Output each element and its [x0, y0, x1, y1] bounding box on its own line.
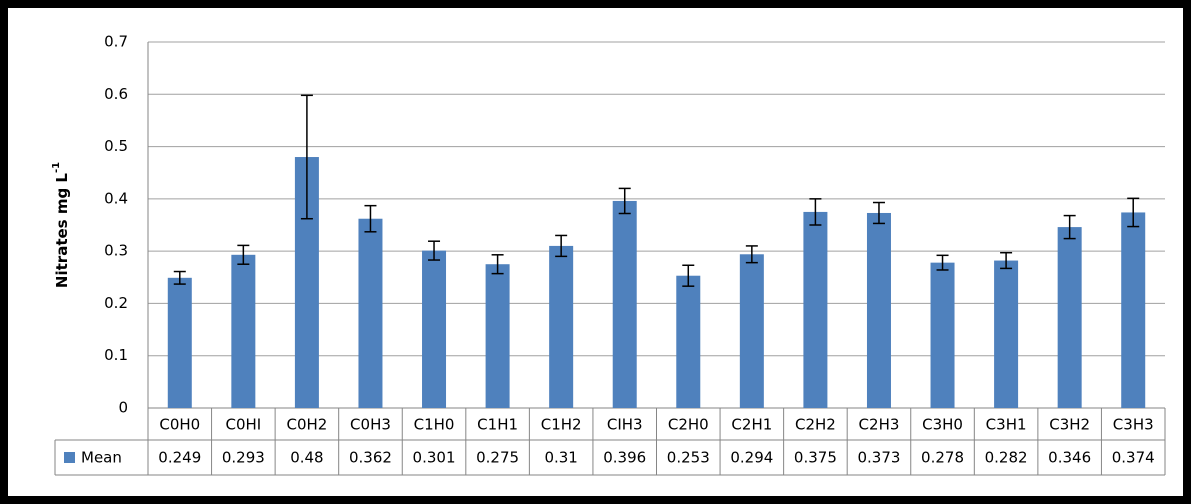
table-value: 0.278 — [921, 449, 964, 467]
y-tick-label: 0.3 — [104, 242, 128, 260]
x-tick-label: C0H0 — [159, 416, 200, 434]
x-tick-label: C1H2 — [541, 416, 582, 434]
bar — [422, 250, 447, 408]
x-tick-label: C1H1 — [477, 416, 518, 434]
table-value: 0.362 — [349, 449, 392, 467]
table-value: 0.346 — [1048, 449, 1091, 467]
y-tick-label: 0.2 — [104, 294, 128, 312]
bar — [612, 200, 637, 408]
bar — [549, 245, 574, 408]
table-value: 0.373 — [857, 449, 900, 467]
bar — [866, 212, 891, 408]
legend-swatch — [64, 452, 75, 463]
table-value: 0.375 — [794, 449, 837, 467]
y-tick-label: 0.4 — [104, 189, 128, 207]
table-value: 0.374 — [1112, 449, 1155, 467]
table-value: 0.301 — [413, 449, 456, 467]
x-tick-label: C2H2 — [795, 416, 836, 434]
bar — [485, 264, 510, 408]
x-tick-label: C2H3 — [859, 416, 900, 434]
bar — [739, 254, 764, 408]
table-value: 0.275 — [476, 449, 519, 467]
bar — [676, 275, 701, 408]
y-axis-label-sup: -1 — [51, 162, 62, 173]
y-axis-label-text: Nitrates mg L — [53, 173, 71, 288]
x-tick-label: C1H0 — [414, 416, 455, 434]
table-value: 0.249 — [158, 449, 201, 467]
x-tick-label: C3H3 — [1113, 416, 1154, 434]
legend-label: Mean — [81, 449, 122, 467]
bar — [167, 277, 192, 408]
bar — [803, 211, 828, 408]
bar — [994, 260, 1019, 408]
y-tick-label: 0.1 — [104, 346, 128, 364]
bar — [1057, 227, 1082, 408]
table-value: 0.396 — [603, 449, 646, 467]
table-value: 0.48 — [290, 449, 323, 467]
y-tick-label: 0.6 — [104, 85, 128, 103]
bar — [231, 254, 256, 408]
table-value: 0.293 — [222, 449, 265, 467]
y-tick-label: 0 — [118, 399, 128, 417]
x-tick-label: C0H2 — [286, 416, 327, 434]
y-tick-label: 0.5 — [104, 137, 128, 155]
bar — [1121, 212, 1146, 408]
x-tick-label: C0HI — [225, 416, 261, 434]
table-value: 0.294 — [730, 449, 773, 467]
x-tick-label: C3H2 — [1049, 416, 1090, 434]
table-value: 0.282 — [985, 449, 1028, 467]
bar — [358, 218, 383, 408]
y-axis-label: Nitrates mg L-1 — [51, 162, 71, 288]
table-value: 0.31 — [544, 449, 577, 467]
x-tick-label: C3H1 — [986, 416, 1027, 434]
y-tick-label: 0.7 — [104, 33, 128, 51]
x-tick-label: C2H0 — [668, 416, 709, 434]
x-tick-label: CIH3 — [607, 416, 643, 434]
x-tick-label: C2H1 — [731, 416, 772, 434]
bar — [930, 262, 955, 408]
x-tick-label: C0H3 — [350, 416, 391, 434]
x-tick-label: C3H0 — [922, 416, 963, 434]
table-value: 0.253 — [667, 449, 710, 467]
